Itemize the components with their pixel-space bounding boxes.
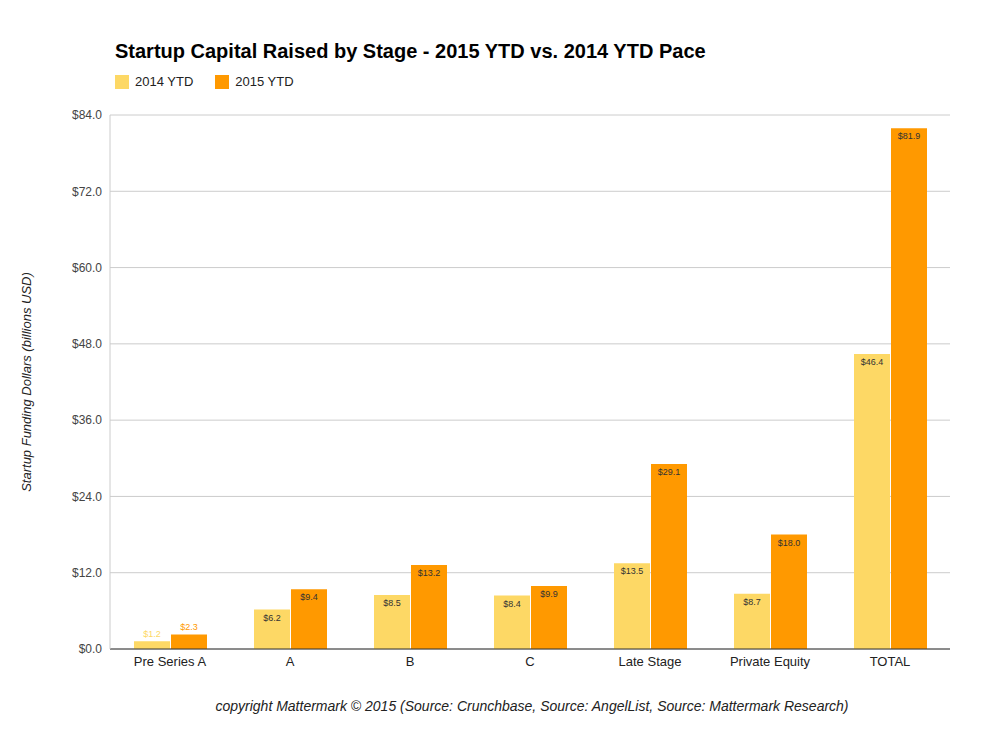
svg-text:$60.0: $60.0 bbox=[72, 261, 102, 275]
svg-text:$8.5: $8.5 bbox=[383, 598, 401, 608]
svg-text:$8.4: $8.4 bbox=[503, 599, 521, 609]
svg-text:B: B bbox=[406, 654, 415, 669]
svg-text:$8.7: $8.7 bbox=[743, 597, 761, 607]
svg-text:$13.5: $13.5 bbox=[621, 566, 644, 576]
svg-text:$9.9: $9.9 bbox=[540, 589, 558, 599]
html-text:2015 YTD: 2015 YTD bbox=[235, 74, 294, 89]
svg-text:$6.2: $6.2 bbox=[263, 613, 281, 623]
svg-text:TOTAL: TOTAL bbox=[870, 654, 911, 669]
svg-text:A: A bbox=[286, 654, 295, 669]
svg-text:Startup Funding Dollars (billi: Startup Funding Dollars (billions USD) bbox=[19, 272, 34, 492]
svg-text:$29.1: $29.1 bbox=[658, 467, 681, 477]
html-text:copyright Mattermark © 2015 (S: copyright Mattermark © 2015 (Source: Cru… bbox=[215, 698, 849, 714]
svg-text:$48.0: $48.0 bbox=[72, 337, 102, 351]
svg-text:Late Stage: Late Stage bbox=[619, 654, 682, 669]
svg-text:$13.2: $13.2 bbox=[418, 568, 441, 578]
svg-text:Private Equity: Private Equity bbox=[730, 654, 811, 669]
svg-text:$12.0: $12.0 bbox=[72, 566, 102, 580]
svg-text:$9.4: $9.4 bbox=[300, 592, 318, 602]
svg-text:$81.9: $81.9 bbox=[898, 131, 921, 141]
svg-text:$46.4: $46.4 bbox=[861, 357, 884, 367]
svg-text:$72.0: $72.0 bbox=[72, 185, 102, 199]
svg-text:$1.2: $1.2 bbox=[143, 629, 161, 639]
svg-text:$0.0: $0.0 bbox=[79, 642, 103, 656]
svg-text:C: C bbox=[525, 654, 534, 669]
svg-text:$84.0: $84.0 bbox=[72, 108, 102, 122]
svg-text:Pre Series A: Pre Series A bbox=[134, 654, 207, 669]
html-text:2014 YTD: 2014 YTD bbox=[135, 74, 194, 89]
svg-text:$24.0: $24.0 bbox=[72, 490, 102, 504]
svg-text:$36.0: $36.0 bbox=[72, 413, 102, 427]
svg-text:$18.0: $18.0 bbox=[778, 538, 801, 548]
html-text:Startup Capital Raised by Stag: Startup Capital Raised by Stage - 2015 Y… bbox=[115, 40, 706, 62]
svg-text:$2.3: $2.3 bbox=[180, 622, 198, 632]
